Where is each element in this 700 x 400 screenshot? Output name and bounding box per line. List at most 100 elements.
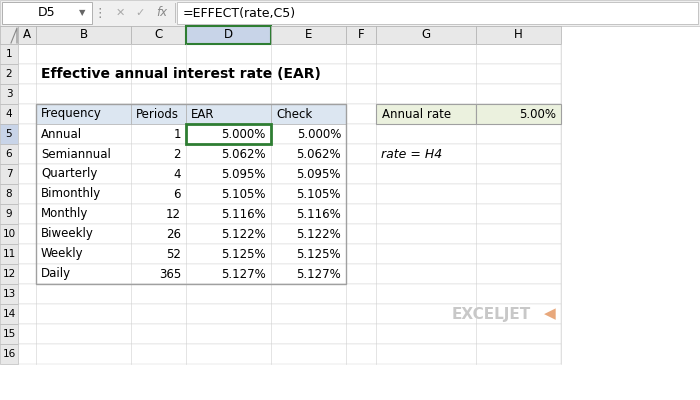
Bar [186, 124, 271, 144]
Bar [0, 204, 18, 224]
Text: 5.125%: 5.125% [221, 248, 266, 260]
Text: 4: 4 [174, 168, 181, 180]
Bar [0, 264, 18, 284]
Text: 7: 7 [6, 169, 13, 179]
Text: 2: 2 [6, 69, 13, 79]
Text: 5.000%: 5.000% [222, 128, 266, 140]
Bar [0, 124, 18, 144]
Text: 5.062%: 5.062% [296, 148, 341, 160]
Bar [18, 104, 561, 124]
Bar [271, 26, 346, 44]
Text: Quarterly: Quarterly [41, 168, 97, 180]
Text: 4: 4 [6, 109, 13, 119]
Text: F: F [358, 28, 364, 42]
Bar [18, 44, 561, 64]
Text: 5.062%: 5.062% [221, 148, 266, 160]
Text: ◀: ◀ [545, 306, 556, 322]
Text: ⋮: ⋮ [94, 6, 106, 20]
Bar [18, 304, 561, 324]
Text: 6: 6 [6, 149, 13, 159]
Text: Annual rate: Annual rate [382, 108, 451, 120]
Bar [18, 144, 561, 164]
Text: ✕: ✕ [116, 8, 125, 18]
Text: 12: 12 [166, 208, 181, 220]
Text: D: D [224, 28, 233, 42]
Text: fx: fx [156, 6, 167, 20]
Text: 5.105%: 5.105% [297, 188, 341, 200]
Text: ▼: ▼ [78, 8, 85, 18]
Text: 2: 2 [174, 148, 181, 160]
Text: 6: 6 [174, 188, 181, 200]
Text: 5.00%: 5.00% [519, 108, 556, 120]
Text: 5.125%: 5.125% [296, 248, 341, 260]
Bar [175, 3, 176, 23]
Text: E: E [304, 28, 312, 42]
Bar [18, 124, 561, 144]
Bar [18, 184, 561, 204]
Bar [0, 44, 18, 64]
Bar [131, 26, 186, 44]
Text: 5.095%: 5.095% [297, 168, 341, 180]
Bar [186, 26, 271, 44]
Text: 5.000%: 5.000% [297, 128, 341, 140]
Text: 5.122%: 5.122% [296, 228, 341, 240]
Bar [376, 104, 476, 124]
Bar [0, 344, 18, 364]
Text: 16: 16 [2, 349, 15, 359]
Text: 52: 52 [166, 248, 181, 260]
Bar [476, 26, 561, 44]
Bar [0, 244, 18, 264]
Text: 5.105%: 5.105% [221, 188, 266, 200]
Text: Weekly: Weekly [41, 248, 83, 260]
Bar [0, 164, 18, 184]
Bar [0, 0, 700, 26]
Text: A: A [23, 28, 31, 42]
Text: 26: 26 [166, 228, 181, 240]
Bar [18, 84, 561, 104]
Bar [0, 104, 18, 124]
Bar [0, 184, 18, 204]
Bar [177, 2, 698, 24]
Bar [18, 264, 561, 284]
Text: Frequency: Frequency [41, 108, 102, 120]
Text: 5.127%: 5.127% [296, 268, 341, 280]
Bar [36, 104, 131, 124]
Bar [0, 64, 18, 84]
Bar [2, 2, 92, 24]
Text: 13: 13 [2, 289, 15, 299]
Bar [18, 164, 561, 184]
Text: D5: D5 [38, 6, 56, 20]
Text: Monthly: Monthly [41, 208, 88, 220]
Text: 1: 1 [174, 128, 181, 140]
Text: Daily: Daily [41, 268, 71, 280]
Text: 5: 5 [6, 129, 13, 139]
Text: =EFFECT(rate,C5): =EFFECT(rate,C5) [183, 6, 296, 20]
Text: 8: 8 [6, 189, 13, 199]
Text: H: H [514, 28, 523, 42]
Bar [36, 26, 131, 44]
Text: EXCELJET: EXCELJET [452, 306, 531, 322]
Bar [0, 84, 18, 104]
Bar [18, 244, 561, 264]
Text: rate = H4: rate = H4 [381, 148, 442, 160]
Bar [476, 104, 561, 124]
Text: 365: 365 [159, 268, 181, 280]
Text: ✓: ✓ [135, 8, 145, 18]
Text: 10: 10 [2, 229, 15, 239]
Text: Biweekly: Biweekly [41, 228, 94, 240]
Text: 3: 3 [6, 89, 13, 99]
Text: 5.095%: 5.095% [221, 168, 266, 180]
Text: Check: Check [276, 108, 312, 120]
Text: EAR: EAR [191, 108, 214, 120]
Bar [0, 284, 18, 304]
Text: 5.127%: 5.127% [221, 268, 266, 280]
Bar [18, 224, 561, 244]
Bar [18, 344, 561, 364]
Text: 1: 1 [6, 49, 13, 59]
Text: G: G [421, 28, 430, 42]
Text: Effective annual interest rate (EAR): Effective annual interest rate (EAR) [41, 67, 321, 81]
Text: Annual: Annual [41, 128, 82, 140]
Bar [0, 26, 18, 44]
Bar [36, 104, 346, 284]
Text: 12: 12 [2, 269, 15, 279]
